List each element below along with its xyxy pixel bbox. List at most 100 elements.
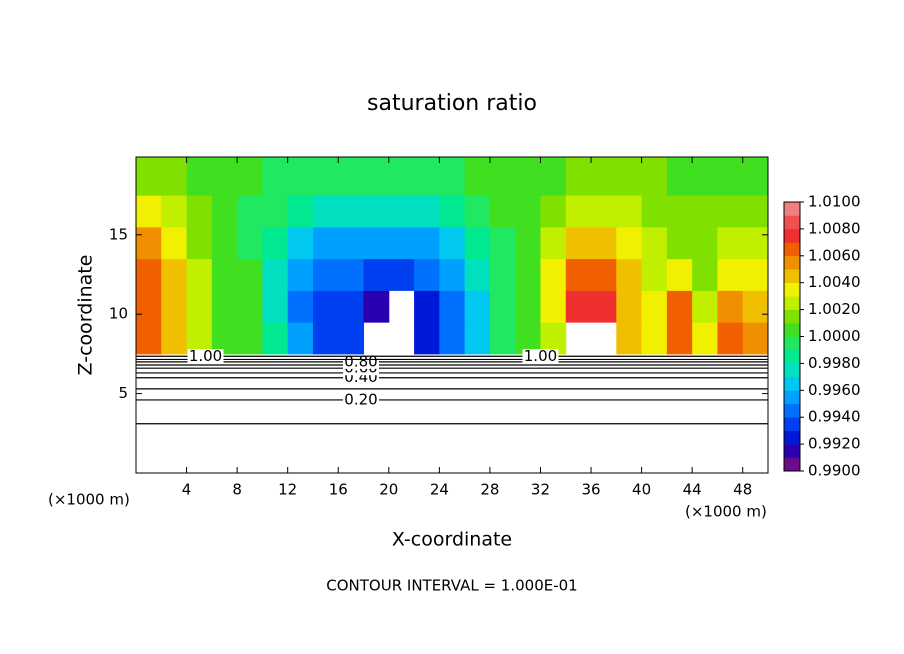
contour-label: 1.00 <box>524 347 557 365</box>
field-cell <box>414 195 440 228</box>
field-cell <box>641 258 668 291</box>
colorbar-tick-label: 0.9960 <box>808 381 861 399</box>
field-cell <box>363 157 390 196</box>
field-cell <box>338 322 365 355</box>
field-cell <box>237 290 263 323</box>
field-cell <box>161 195 188 228</box>
field-cell <box>666 226 693 260</box>
field-cell <box>616 226 643 260</box>
colorbar-band <box>784 349 800 364</box>
chart-title: saturation ratio <box>367 91 537 116</box>
field-cell <box>388 226 415 260</box>
field-cell <box>717 290 744 323</box>
field-cell <box>439 226 466 260</box>
field-cell <box>439 195 466 228</box>
field-cell <box>641 157 668 196</box>
field-cell <box>237 195 263 228</box>
field-cell <box>211 226 238 260</box>
field-cell <box>666 322 693 355</box>
contour-label-bg <box>522 349 559 364</box>
colorbar-band <box>784 444 800 458</box>
contour-label-bg <box>187 349 224 364</box>
field-cell <box>237 322 263 355</box>
field-cell <box>211 290 238 323</box>
field-cell <box>717 157 744 196</box>
field-cell <box>742 157 769 196</box>
field-cell <box>692 290 718 323</box>
field-cell <box>666 195 693 228</box>
field-cell <box>692 226 718 260</box>
field-cell <box>186 290 213 323</box>
colorbar-tick-label: 1.0000 <box>808 327 861 345</box>
field-cell <box>515 195 541 228</box>
field-cell <box>717 195 744 228</box>
field-cell <box>287 322 314 355</box>
field-cell <box>136 258 162 291</box>
field-cell <box>439 290 466 323</box>
x-axis-label: X-coordinate <box>392 529 512 551</box>
field-cell <box>136 322 162 355</box>
colorbar-tick-label: 0.9940 <box>808 408 861 426</box>
field-cell <box>591 226 617 260</box>
field-cell <box>692 157 718 196</box>
field-cell <box>742 258 769 291</box>
field-cell <box>742 226 769 260</box>
field-cell <box>186 226 213 260</box>
plot-frame <box>135 156 769 474</box>
field-cell <box>338 290 365 323</box>
field-cell <box>414 290 440 323</box>
field-cell <box>388 157 415 196</box>
colorbar-tick-label: 1.0060 <box>808 246 861 264</box>
field-cell <box>565 195 592 228</box>
field-cell <box>489 258 516 291</box>
colorbar-band <box>784 269 800 283</box>
contour-label-bg <box>342 354 379 369</box>
field-cell <box>565 226 592 260</box>
x-tick-label: 44 <box>683 481 702 499</box>
footer-note: CONTOUR INTERVAL = 1.000E-01 <box>326 577 577 595</box>
colorbar-band <box>784 215 800 230</box>
field-cell <box>464 195 491 228</box>
y-axis-label: Z-coordinate <box>75 255 97 376</box>
x-tick-label: 48 <box>733 481 752 499</box>
field-cell <box>717 258 744 291</box>
field-cell <box>641 226 668 260</box>
field-cell <box>363 195 390 228</box>
colorbar-tick-label: 1.0100 <box>808 193 861 211</box>
y-tick-label: 5 <box>118 384 128 402</box>
field-cell <box>161 290 188 323</box>
field-cell <box>515 322 541 355</box>
x-tick-label: 40 <box>632 481 651 499</box>
field-cell <box>489 195 516 228</box>
field-cell <box>464 157 491 196</box>
field-cell <box>439 258 466 291</box>
field-cell <box>666 157 693 196</box>
field-cell <box>262 195 289 228</box>
field-cell <box>414 157 440 196</box>
field-cell <box>464 226 491 260</box>
colorbar-band <box>784 202 800 216</box>
x-tick-label: 28 <box>480 481 499 499</box>
field-cell <box>312 290 339 323</box>
x-tick-label: 16 <box>329 481 348 499</box>
field-cell <box>540 258 567 291</box>
field-cell <box>515 290 541 323</box>
colorbar-tick-label: 0.9980 <box>808 354 861 372</box>
x-tick-label: 32 <box>531 481 550 499</box>
field-cell <box>489 157 516 196</box>
colorbar-band <box>784 430 800 445</box>
field-cell <box>262 290 289 323</box>
field-cell <box>312 322 339 355</box>
colorbar-band <box>784 228 800 243</box>
colorbar-band <box>784 336 800 351</box>
field-cell <box>540 195 567 228</box>
field-cell <box>287 258 314 291</box>
field-cell <box>312 195 339 228</box>
field-cell <box>565 157 592 196</box>
field-cell <box>186 258 213 291</box>
field-cell <box>666 290 693 323</box>
x-tick-label: 20 <box>379 481 398 499</box>
field-cell <box>489 226 516 260</box>
field-cell <box>540 226 567 260</box>
